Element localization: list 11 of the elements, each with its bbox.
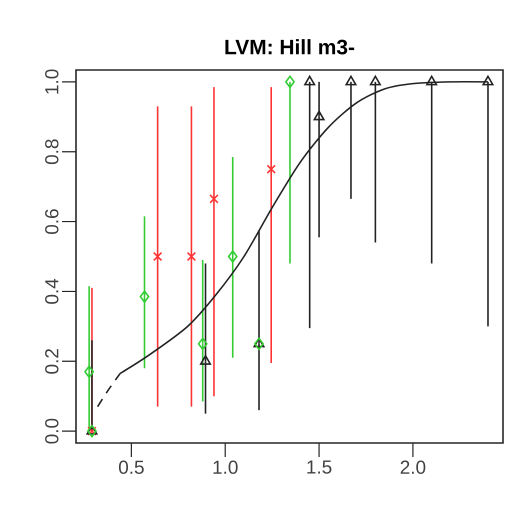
- y-tick-label: 1.0: [45, 69, 58, 94]
- x-tick-label: 2.0: [400, 460, 426, 474]
- y-tick-label: 0.4: [45, 278, 58, 304]
- x-tick-label: 1.0: [214, 460, 238, 474]
- x-tick-label: 0.5: [118, 460, 144, 474]
- y-tick-label: 0.8: [45, 139, 58, 164]
- chart-title: LVM: Hill m3-: [225, 39, 354, 54]
- y-tick-label: 0.0: [45, 418, 58, 444]
- y-tick-label: 0.6: [45, 209, 58, 234]
- x-tick-label: 1.5: [307, 460, 332, 474]
- y-tick-label: 0.2: [45, 349, 58, 374]
